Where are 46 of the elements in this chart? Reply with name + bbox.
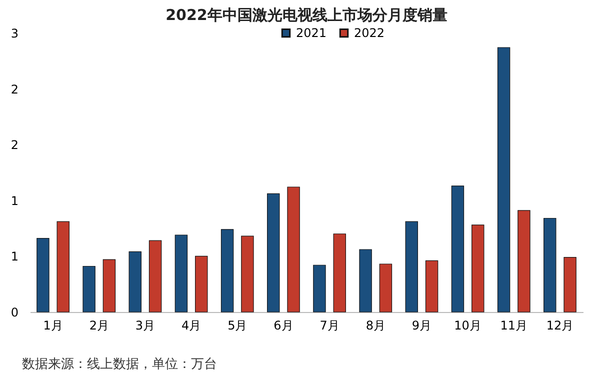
bar <box>36 238 50 312</box>
bar <box>82 266 96 312</box>
x-tick-label: 8月 <box>366 318 386 332</box>
bar <box>148 240 162 312</box>
x-tick-label: 6月 <box>274 318 294 332</box>
y-tick-label: 2 <box>10 82 18 96</box>
legend-label: 2021 <box>296 26 327 40</box>
bar <box>241 236 254 312</box>
bar <box>174 234 188 312</box>
x-tick-label: 4月 <box>181 318 202 332</box>
y-tick-label: 1 <box>10 194 18 208</box>
source-note: 数据来源：线上数据，单位：万台 <box>21 356 218 373</box>
bar <box>313 264 326 312</box>
bar <box>195 256 208 312</box>
x-tick-label: 12月 <box>546 318 574 332</box>
x-tick-label: 10月 <box>454 318 482 332</box>
x-tick-label: 3月 <box>135 318 156 332</box>
y-tick-label: 2 <box>10 138 18 152</box>
x-tick-label: 2月 <box>89 318 109 332</box>
x-tick-label: 5月 <box>228 318 248 332</box>
bar <box>518 210 530 312</box>
x-tick-label: 7月 <box>320 318 340 332</box>
bar <box>267 193 280 312</box>
bar <box>472 224 484 312</box>
x-tick-label: 9月 <box>412 318 432 332</box>
bar <box>451 186 464 312</box>
bar <box>379 264 392 312</box>
bar <box>56 221 70 312</box>
x-tick-label: 11月 <box>500 318 528 332</box>
chart-title: 2022年中国激光电视线上市场分月度销量 <box>166 6 448 24</box>
bar <box>405 221 418 312</box>
bar <box>287 186 300 312</box>
y-tick-label: 1 <box>10 250 18 264</box>
bar <box>220 229 234 312</box>
legend-label: 2022 <box>354 26 385 40</box>
y-tick-label: 3 <box>10 26 18 40</box>
bar <box>564 257 576 312</box>
bar <box>333 234 346 312</box>
bar <box>102 259 116 312</box>
bar <box>497 47 510 312</box>
x-tick-label: 1月 <box>43 318 63 332</box>
bar <box>544 218 556 312</box>
bar <box>128 251 142 312</box>
bar <box>359 249 372 312</box>
y-tick-label: 0 <box>10 306 18 320</box>
bar <box>425 260 438 312</box>
